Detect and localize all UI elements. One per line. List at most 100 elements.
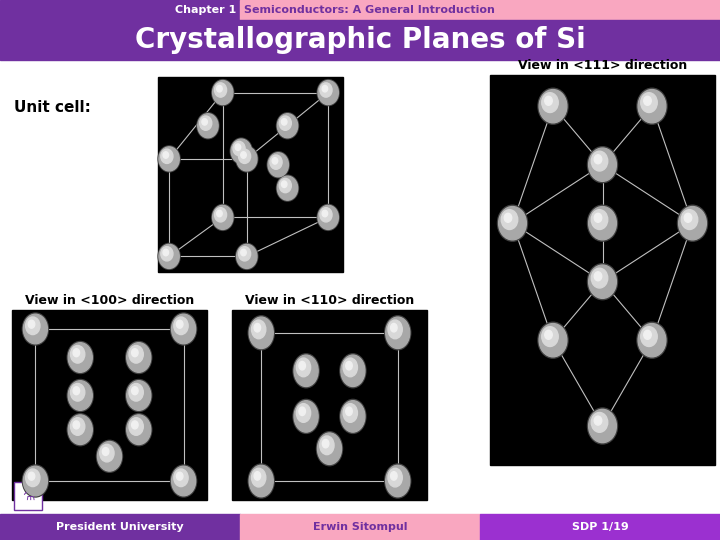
Ellipse shape [127, 343, 150, 372]
Ellipse shape [318, 80, 338, 105]
Ellipse shape [318, 433, 341, 464]
Ellipse shape [323, 440, 329, 448]
Ellipse shape [68, 381, 92, 410]
Ellipse shape [340, 400, 366, 434]
Ellipse shape [279, 116, 292, 130]
Ellipse shape [340, 354, 366, 388]
Ellipse shape [279, 178, 292, 193]
Ellipse shape [681, 210, 698, 230]
Ellipse shape [158, 244, 180, 269]
Ellipse shape [129, 346, 143, 363]
Bar [480, 514, 720, 540]
Ellipse shape [28, 472, 35, 480]
Ellipse shape [28, 320, 35, 328]
Ellipse shape [591, 413, 608, 433]
Bar [0, 0, 240, 20]
Ellipse shape [386, 465, 410, 497]
Text: Crystallographic Planes of Si: Crystallographic Planes of Si [135, 26, 585, 54]
Ellipse shape [202, 119, 207, 125]
Ellipse shape [132, 349, 138, 357]
Ellipse shape [254, 323, 261, 332]
Ellipse shape [538, 88, 568, 124]
Bar [232, 310, 427, 500]
Ellipse shape [68, 343, 92, 372]
Ellipse shape [231, 139, 251, 163]
Ellipse shape [176, 472, 183, 480]
Ellipse shape [198, 114, 218, 138]
Ellipse shape [129, 383, 143, 401]
Ellipse shape [294, 355, 318, 387]
Ellipse shape [346, 407, 352, 416]
Bar [240, 0, 720, 20]
Bar [0, 20, 720, 60]
Ellipse shape [589, 409, 616, 443]
Ellipse shape [294, 401, 318, 432]
Ellipse shape [384, 316, 410, 350]
Ellipse shape [22, 313, 48, 345]
Ellipse shape [212, 205, 233, 229]
Text: Semiconductors: A General Introduction: Semiconductors: A General Introduction [244, 5, 495, 15]
Ellipse shape [318, 79, 339, 106]
Ellipse shape [684, 213, 692, 222]
Ellipse shape [589, 206, 616, 240]
Ellipse shape [237, 147, 257, 171]
Ellipse shape [100, 444, 114, 462]
Ellipse shape [159, 147, 179, 171]
Ellipse shape [297, 358, 310, 377]
Ellipse shape [22, 465, 48, 497]
Ellipse shape [637, 322, 667, 358]
Ellipse shape [236, 244, 258, 269]
Ellipse shape [388, 320, 402, 339]
Text: President University: President University [56, 522, 184, 532]
Ellipse shape [317, 431, 343, 465]
Ellipse shape [238, 149, 251, 164]
Ellipse shape [270, 155, 282, 170]
Ellipse shape [217, 210, 222, 217]
Ellipse shape [277, 114, 297, 138]
Ellipse shape [161, 149, 173, 164]
Ellipse shape [272, 158, 278, 164]
Ellipse shape [545, 330, 552, 339]
Ellipse shape [384, 464, 410, 498]
Ellipse shape [163, 249, 168, 256]
Ellipse shape [282, 181, 287, 187]
Ellipse shape [132, 387, 138, 395]
Ellipse shape [238, 247, 251, 261]
Ellipse shape [644, 96, 652, 105]
Text: ⚗: ⚗ [22, 489, 35, 503]
Ellipse shape [163, 152, 168, 158]
Ellipse shape [240, 249, 246, 256]
Ellipse shape [73, 421, 80, 429]
Ellipse shape [591, 210, 608, 230]
Ellipse shape [501, 210, 518, 230]
Ellipse shape [212, 79, 234, 106]
Ellipse shape [96, 440, 122, 472]
Ellipse shape [174, 317, 188, 335]
Ellipse shape [282, 119, 287, 125]
Ellipse shape [97, 442, 122, 471]
Ellipse shape [159, 245, 179, 268]
Ellipse shape [641, 327, 657, 347]
Ellipse shape [276, 113, 299, 139]
Bar [0, 60, 720, 514]
Ellipse shape [638, 323, 666, 357]
Ellipse shape [215, 208, 227, 222]
Ellipse shape [26, 469, 40, 487]
Ellipse shape [679, 206, 706, 240]
Ellipse shape [176, 320, 183, 328]
Ellipse shape [641, 93, 657, 112]
Ellipse shape [343, 358, 357, 377]
Ellipse shape [23, 314, 48, 344]
Ellipse shape [594, 213, 602, 222]
Ellipse shape [26, 317, 40, 335]
Ellipse shape [240, 152, 246, 158]
Ellipse shape [212, 80, 233, 105]
Ellipse shape [236, 146, 258, 172]
Ellipse shape [171, 313, 197, 345]
Ellipse shape [215, 83, 227, 97]
Text: Unit cell:: Unit cell: [14, 100, 91, 115]
Ellipse shape [68, 415, 92, 444]
Ellipse shape [589, 148, 616, 181]
Ellipse shape [254, 471, 261, 480]
Ellipse shape [297, 404, 310, 422]
